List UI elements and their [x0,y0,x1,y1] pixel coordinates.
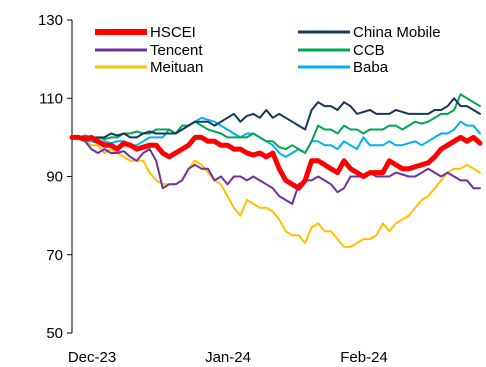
legend-label-tencent: Tencent [150,42,203,59]
y-tick-label: 130 [38,12,63,29]
axes: 50 70 90 110 130 Dec-23 Jan-24 Feb-24 [38,12,388,366]
plot-lines [69,93,483,248]
legend-label-meituan: Meituan [150,59,203,76]
legend-label-baba: Baba [353,59,389,76]
y-tick-label: 70 [46,247,63,264]
legend-label-ccb: CCB [353,42,385,59]
series-line-china-mobile [71,97,481,141]
x-tick-label: Jan-24 [205,349,251,366]
y-tick-label: 110 [39,90,63,107]
series-line-hscei [69,134,483,191]
series-line-baba [71,116,481,158]
y-tick-label: 50 [46,325,63,342]
series-line-tencent [71,136,481,205]
x-tick-label: Dec-23 [68,349,116,366]
legend-label-hscei: HSCEI [150,24,196,41]
legend-label-china-mobile: China Mobile [353,24,441,41]
series-line-meituan [71,136,481,248]
x-tick-label: Feb-24 [340,349,388,366]
series-line-ccb [71,93,481,154]
y-tick-label: 90 [46,169,63,186]
legend: HSCEI China Mobile Tencent CCB Meituan Baba [95,24,441,76]
